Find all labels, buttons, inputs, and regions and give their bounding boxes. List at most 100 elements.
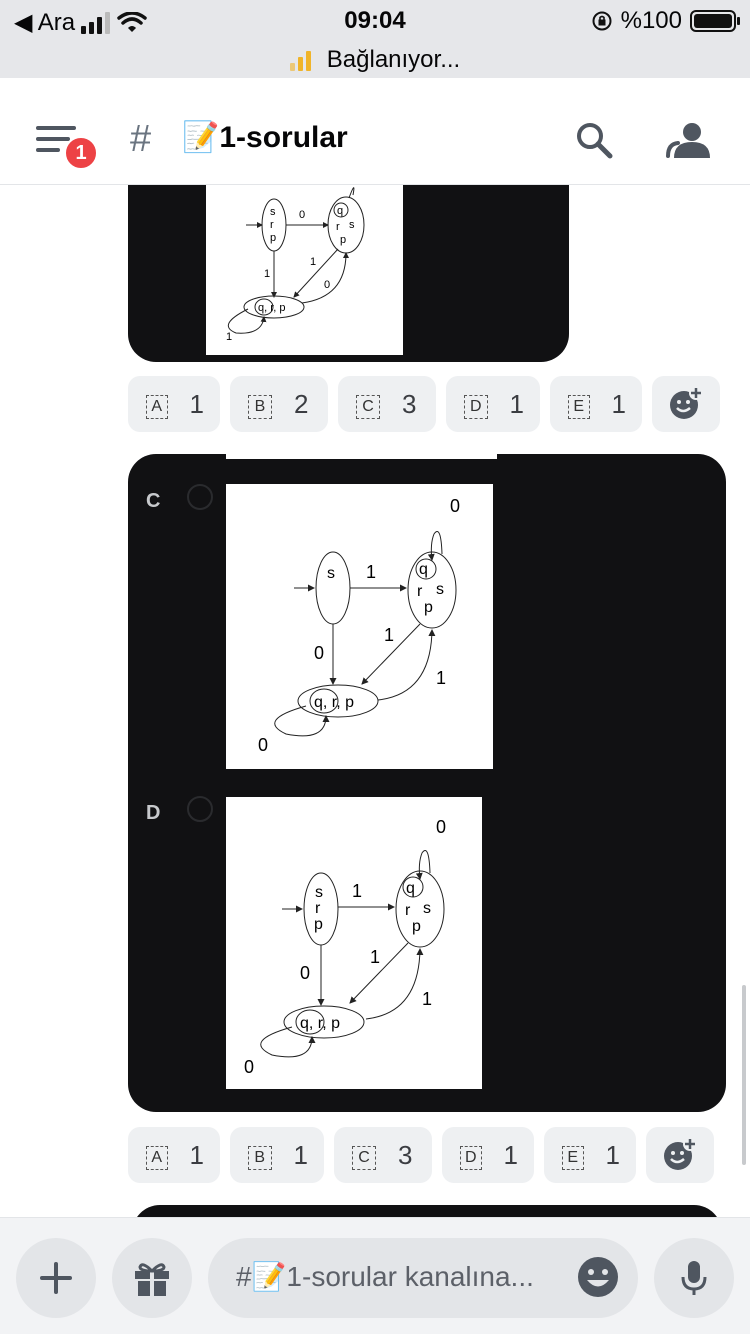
question-embed-options: C 0 s q r s p 1 0 1 <box>128 454 726 1112</box>
edge-label: 0 <box>436 817 446 837</box>
gift-button[interactable] <box>112 1238 192 1318</box>
state-letter: q <box>337 205 343 217</box>
add-reaction-button[interactable] <box>646 1127 714 1183</box>
cellular-signal-icon <box>81 11 111 34</box>
automaton-diagram: s r p q r s p 0 1 1 0 <box>226 187 365 343</box>
state-letter: q <box>419 561 428 578</box>
message-list[interactable]: s r p q r s p 0 1 1 0 <box>0 185 750 1217</box>
state-letter: p <box>314 916 323 933</box>
option-d-radio[interactable] <box>187 796 213 822</box>
edge-label: 1 <box>226 331 232 343</box>
back-to-app[interactable]: ◀ Ara <box>14 8 147 37</box>
state-label: q, r, p <box>258 302 286 314</box>
wifi-icon <box>117 11 147 32</box>
edge-label: 0 <box>450 496 460 516</box>
state-letter: p <box>340 234 346 246</box>
microphone-icon <box>681 1261 707 1295</box>
reaction-count: 3 <box>402 388 417 419</box>
state-letter: s <box>349 219 355 231</box>
reaction-count: 3 <box>398 1139 413 1170</box>
voice-message-button[interactable] <box>654 1238 734 1318</box>
edge-label: 1 <box>310 256 316 268</box>
message-input[interactable]: #📝1-sorular kanalına... <box>208 1238 638 1318</box>
regional-d-icon: D <box>464 395 488 419</box>
orientation-lock-icon <box>592 11 612 31</box>
edge-label: 0 <box>244 1057 254 1077</box>
channel-title[interactable]: 📝1-sorular <box>182 121 348 154</box>
state-letter: s <box>270 206 276 218</box>
back-label: ◀ Ara <box>14 9 76 36</box>
state-letter: r <box>315 900 321 917</box>
option-c-image: 0 s q r s p 1 0 1 1 q <box>226 484 493 769</box>
message-input-placeholder: #📝1-sorular kanalına... <box>236 1261 534 1292</box>
reaction-count: 1 <box>509 388 524 419</box>
option-d-image: 0 s r p q r s p 1 0 1 1 <box>226 797 482 1089</box>
option-c-radio[interactable] <box>187 484 213 510</box>
regional-b-icon: B <box>248 395 272 419</box>
state-letter: p <box>412 918 421 935</box>
reaction-count: 1 <box>293 1139 308 1170</box>
edge-label: 1 <box>264 268 270 280</box>
state-letter: s <box>327 565 335 582</box>
edge-label: 0 <box>300 963 310 983</box>
add-reaction-button[interactable] <box>652 376 720 432</box>
state-label: q, r, p <box>314 694 354 711</box>
search-icon[interactable] <box>574 120 614 160</box>
connection-bars-icon <box>289 49 311 71</box>
state-letter: r <box>336 221 340 233</box>
edge-label: 1 <box>436 668 446 688</box>
members-icon[interactable] <box>666 120 712 160</box>
battery-icon <box>690 10 740 32</box>
regional-c-icon: C <box>356 395 380 419</box>
emoji-picker-icon[interactable] <box>576 1255 620 1299</box>
next-embed-peek <box>132 1205 722 1217</box>
channel-header: 1 # 📝1-sorular <box>0 78 750 185</box>
automaton-diagram: 0 s r p q r s p 1 0 1 1 <box>244 817 446 1077</box>
regional-a-icon: A <box>146 1146 168 1170</box>
edge-label: 0 <box>299 209 305 221</box>
notification-badge: 1 <box>64 136 98 170</box>
regional-c-icon: C <box>352 1146 376 1170</box>
reaction-count: 1 <box>605 1139 620 1170</box>
plus-icon <box>40 1262 72 1294</box>
reaction-count: 1 <box>189 1139 204 1170</box>
automaton-diagram-image: s r p q r s p 0 1 1 0 <box>206 185 403 355</box>
state-letter: r <box>405 902 411 919</box>
menu-icon[interactable] <box>36 126 76 154</box>
regional-b-icon: B <box>248 1146 272 1170</box>
reaction-count: 1 <box>189 388 204 419</box>
question-embed-top: s r p q r s p 0 1 1 0 <box>128 185 569 362</box>
regional-e-icon: E <box>562 1146 584 1170</box>
edge-label: 0 <box>258 735 268 755</box>
image-edge <box>226 454 497 459</box>
clock: 09:04 <box>344 7 406 34</box>
gift-icon <box>135 1263 169 1296</box>
state-letter: p <box>270 232 276 244</box>
channel-hash-icon: # <box>130 118 152 160</box>
attach-button[interactable] <box>16 1238 96 1318</box>
reaction-count: 1 <box>503 1139 518 1170</box>
reaction-count: 1 <box>611 388 626 419</box>
state-letter: p <box>424 599 433 616</box>
scrollbar[interactable] <box>742 985 746 1165</box>
edge-label: 1 <box>352 881 362 901</box>
state-label: q, r, p <box>300 1015 340 1032</box>
regional-d-icon: D <box>460 1146 482 1170</box>
state-letter: s <box>423 900 431 917</box>
connection-status: Bağlanıyor... <box>0 46 750 74</box>
state-letter: r <box>417 583 423 600</box>
automaton-diagram: 0 s q r s p 1 0 1 1 q <box>258 496 460 755</box>
state-letter: q <box>406 880 415 897</box>
state-letter: r <box>270 219 274 231</box>
